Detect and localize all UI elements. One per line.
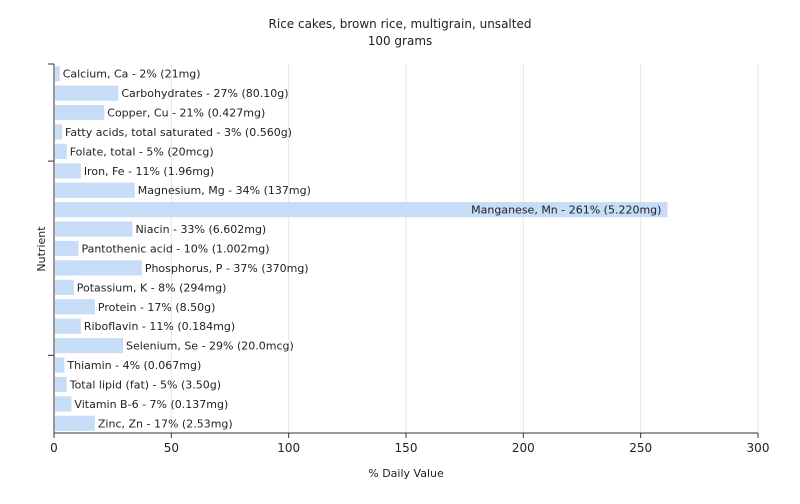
bar xyxy=(55,396,72,412)
bar-label: Vitamin B-6 - 7% (0.137mg) xyxy=(74,398,228,411)
bar-label: Protein - 17% (8.50g) xyxy=(98,301,216,314)
bar xyxy=(55,85,119,101)
bar-label: Potassium, K - 8% (294mg) xyxy=(77,281,227,294)
bar-label: Niacin - 33% (6.602mg) xyxy=(135,223,266,236)
bar-label: Copper, Cu - 21% (0.427mg) xyxy=(107,107,265,120)
bar xyxy=(55,143,67,159)
bar xyxy=(55,66,60,82)
bar-label: Carbohydrates - 27% (80.10g) xyxy=(121,87,288,100)
y-axis-label: Nutrient xyxy=(35,226,48,272)
bar xyxy=(55,338,124,354)
bar-label: Pantothenic acid - 10% (1.002mg) xyxy=(81,243,269,256)
x-tick-label: 50 xyxy=(164,441,179,455)
bar xyxy=(55,415,95,431)
x-tick-label: 150 xyxy=(395,441,418,455)
bar-label: Zinc, Zn - 17% (2.53mg) xyxy=(98,417,233,430)
bar-label: Magnesium, Mg - 34% (137mg) xyxy=(138,184,311,197)
x-axis-label: % Daily Value xyxy=(368,467,444,480)
bar-label: Manganese, Mn - 261% (5.220mg) xyxy=(471,204,661,217)
bar-label: Fatty acids, total saturated - 3% (0.560… xyxy=(65,126,292,139)
bar xyxy=(55,376,67,393)
x-tick-label: 250 xyxy=(629,441,652,455)
bar xyxy=(55,260,142,276)
x-tick-label: 300 xyxy=(747,441,770,455)
bar-label: Calcium, Ca - 2% (21mg) xyxy=(63,68,201,81)
grid-lines xyxy=(170,64,759,433)
x-tick-label: 0 xyxy=(50,441,58,455)
axes: 0 50 100 150 200 250 300 xyxy=(48,63,770,455)
bar-label: Folate, total - 5% (20mcg) xyxy=(70,145,214,158)
bar xyxy=(55,182,135,198)
bar xyxy=(55,163,81,179)
bar-label: Phosphorus, P - 37% (370mg) xyxy=(145,262,309,275)
bar xyxy=(55,318,81,334)
bar xyxy=(55,124,63,140)
bar-label: Selenium, Se - 29% (20.0mcg) xyxy=(126,340,294,353)
bar-label: Riboflavin - 11% (0.184mg) xyxy=(84,320,235,333)
bar xyxy=(55,221,133,237)
bars: Calcium, Ca - 2% (21mg) Carbohydrates - 2… xyxy=(55,66,668,431)
x-tick-label: 100 xyxy=(277,441,300,455)
x-tick-label: 200 xyxy=(512,441,535,455)
bar xyxy=(55,104,105,121)
bar-label: Iron, Fe - 11% (1.96mg) xyxy=(84,165,214,178)
bar-label: Total lipid (fat) - 5% (3.50g) xyxy=(69,378,221,391)
bar xyxy=(55,299,95,315)
bar xyxy=(55,357,65,373)
bar-label: Thiamin - 4% (0.067mg) xyxy=(66,359,201,372)
bar xyxy=(55,240,79,257)
bar xyxy=(55,279,74,295)
chart-subtitle: 100 grams xyxy=(368,34,433,48)
bar xyxy=(55,202,668,218)
chart-title: Rice cakes, brown rice, multigrain, unsa… xyxy=(269,17,532,31)
